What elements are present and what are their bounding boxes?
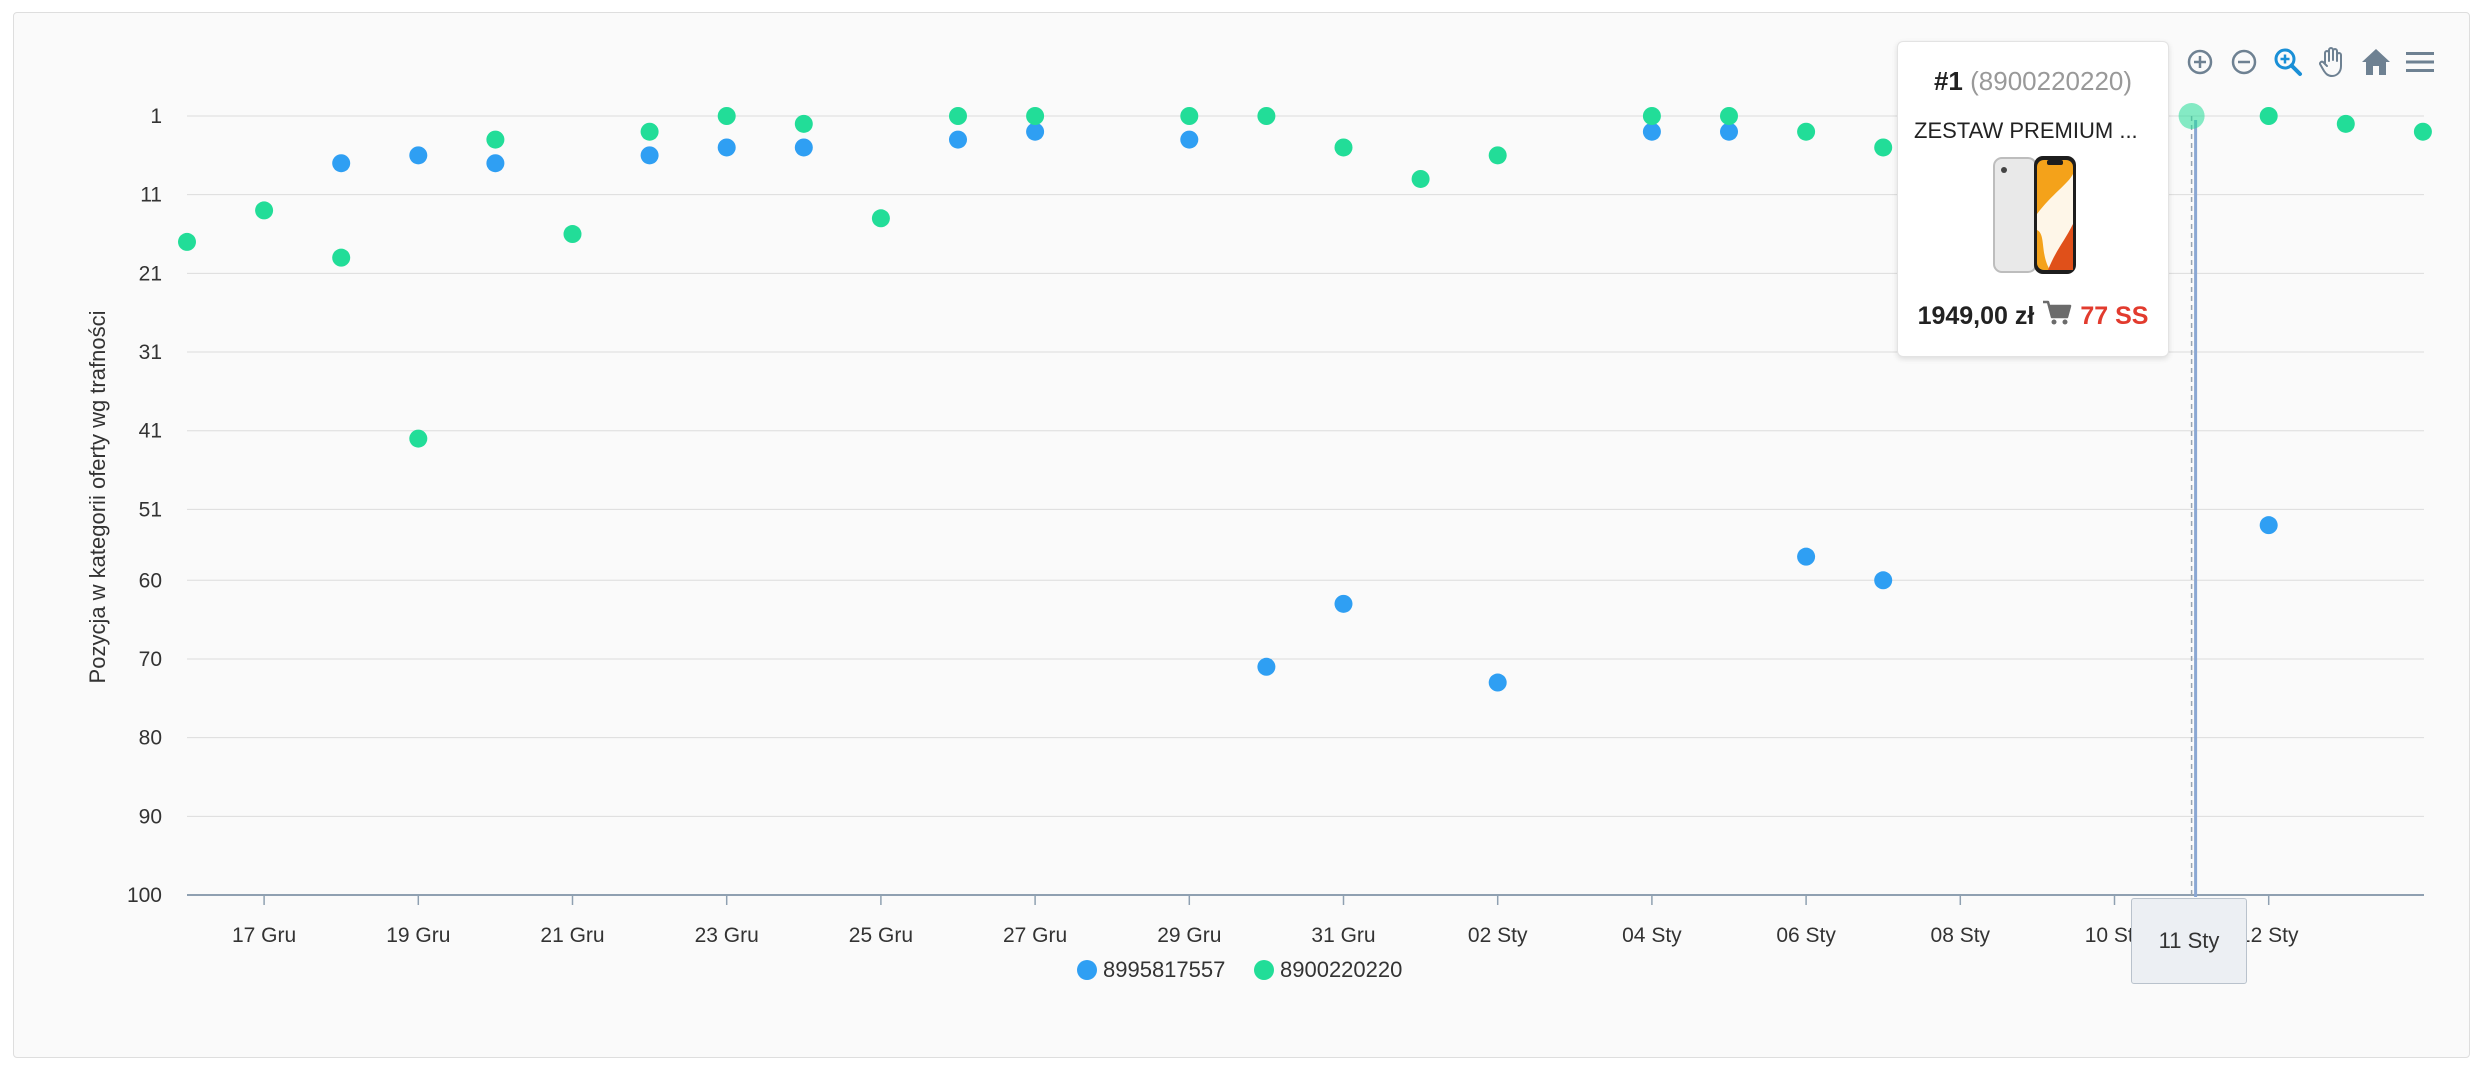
scatter-point[interactable] [949,130,967,149]
tooltip-seller: 77 SS [2080,302,2149,330]
legend-marker[interactable] [1254,960,1274,980]
scatter-point[interactable] [640,146,659,165]
legend-label[interactable]: 8900220220 [1280,957,1402,982]
y-tick-label: 100 [127,884,162,907]
x-tick-label: 06 Sty [1776,924,1836,947]
scatter-point[interactable] [1257,657,1276,676]
scatter-point[interactable] [1720,107,1738,125]
selection-zoom-icon[interactable] [2269,43,2307,81]
scatter-point[interactable] [563,225,582,244]
scatter-point[interactable] [1334,138,1353,157]
y-tick-label: 41 [139,420,162,443]
phone-image [1990,154,2080,283]
y-tick-label: 60 [139,569,162,592]
scatter-point[interactable] [486,130,505,149]
scatter-point[interactable] [871,209,890,228]
y-tick-label: 70 [139,648,162,671]
scatter-point[interactable] [1874,138,1893,157]
y-tick-label: 51 [139,498,162,521]
scatter-point[interactable] [1180,107,1199,125]
x-tick-label: 21 Gru [540,924,604,947]
home-icon[interactable] [2357,43,2395,81]
zoom-in-icon[interactable] [2181,43,2219,81]
scatter-point[interactable] [2178,103,2205,129]
scatter-point[interactable] [949,107,967,125]
tooltip-price: 1949,00 zł [1917,302,2035,330]
chart-toolbar [2181,42,2439,82]
x-tick-label: 12 Sty [2239,924,2299,947]
scatter-point[interactable] [1257,107,1276,125]
crosshair-x-label: 11 Sty [2131,898,2247,984]
y-tick-label: 90 [139,805,162,828]
scatter-point[interactable] [1026,122,1045,141]
y-tick-label: 80 [139,727,162,750]
scatter-point[interactable] [1488,146,1507,165]
scatter-point[interactable] [794,114,813,133]
scatter-point[interactable] [1026,107,1045,125]
scatter-point[interactable] [1411,169,1430,188]
x-tick-label: 29 Gru [1157,924,1221,947]
x-axis-ticks: 17 Gru 19 Gru 21 Gru 23 Gru 25 Gru 27 Gru 29 G… [232,895,2299,947]
tooltip-product-title: ZESTAW PREMIUM ... [1914,118,2138,143]
scatter-point[interactable] [2336,114,2355,133]
scatter-point[interactable] [332,154,351,173]
x-tick-label: 31 Gru [1311,924,1375,947]
y-tick-label: 31 [139,341,162,364]
x-tick-label: 02 Sty [1468,924,1528,947]
scatter-point[interactable] [255,201,274,220]
tooltip-header: #1 (8900220220) [1898,66,2168,97]
data-tooltip: #1 (8900220220) ZESTAW PREMIUM ... 1949,… [1897,41,2169,357]
legend-label[interactable]: 8995817557 [1103,957,1225,982]
scatter-point[interactable] [1642,122,1661,141]
x-tick-label: 04 Sty [1622,924,1682,947]
scatter-point[interactable] [717,138,736,157]
scatter-point[interactable] [1334,594,1353,613]
x-tick-label: 19 Gru [386,924,450,947]
scatter-point[interactable] [2259,516,2278,535]
scatter-point[interactable] [1642,107,1661,125]
y-tick-label: 1 [150,105,162,128]
scatter-point[interactable] [486,154,505,173]
x-tick-label: 23 Gru [695,924,759,947]
scatter-point[interactable] [1797,122,1816,141]
x-tick-label: 25 Gru [849,924,913,947]
tooltip-rank: #1 [1933,66,1963,96]
menu-icon[interactable] [2401,43,2439,81]
legend[interactable]: 8995817557 8900220220 [1077,957,1402,982]
scatter-point[interactable] [794,138,813,157]
scatter-point[interactable] [717,107,736,125]
scatter-point[interactable] [1180,130,1199,149]
cart-icon [2042,300,2072,333]
scatter-point[interactable] [640,122,659,141]
tooltip-footer: 1949,00 zł 77 SS [1898,300,2168,333]
tooltip-offer-id: (8900220220) [1970,66,2133,96]
x-tick-label: 17 Gru [232,924,296,947]
y-tick-label: 21 [139,262,162,285]
crosshair [2190,116,2198,897]
y-axis-title: Pozycja w kategorii oferty wg trafności [85,311,110,684]
scatter-point[interactable] [178,232,196,251]
x-tick-label: 08 Sty [1931,924,1991,947]
pan-hand-icon[interactable] [2313,43,2351,81]
scatter-point[interactable] [332,248,351,267]
y-tick-label: 11 [140,184,162,207]
x-tick-label: 27 Gru [1003,924,1067,947]
scatter-point[interactable] [1797,547,1816,566]
scatter-point[interactable] [1488,673,1507,692]
scatter-point[interactable] [1874,571,1893,590]
scatter-point[interactable] [409,429,428,448]
scatter-point[interactable] [2413,122,2432,141]
zoom-out-icon[interactable] [2225,43,2263,81]
x-tick-label: 10 Sty [2085,924,2145,947]
data-points[interactable] [178,103,2432,692]
scatter-point[interactable] [1720,122,1738,141]
scatter-point[interactable] [409,146,428,165]
scatter-point[interactable] [2259,107,2278,125]
legend-marker[interactable] [1077,960,1097,980]
